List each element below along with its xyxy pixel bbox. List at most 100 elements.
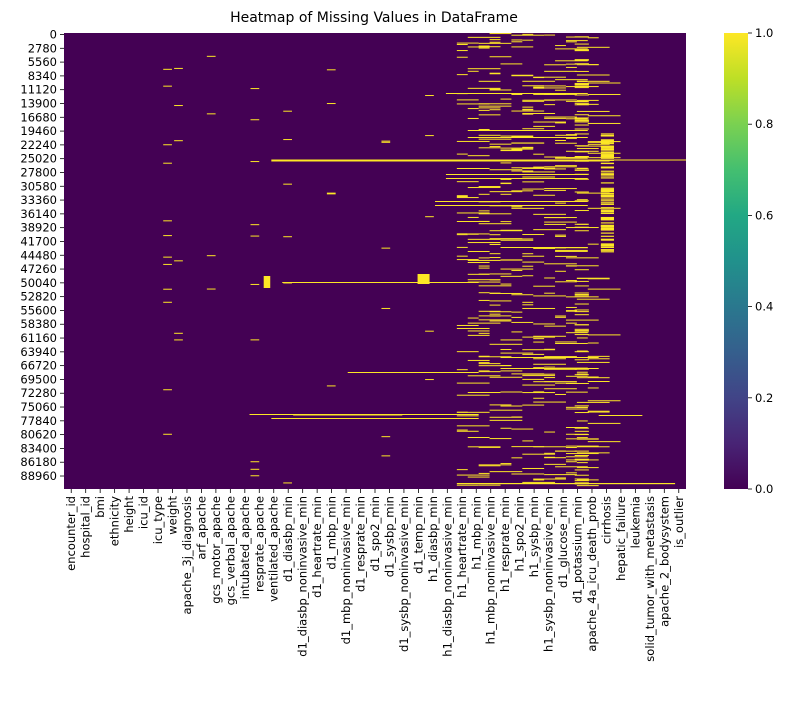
x-tick-label: bmi xyxy=(93,496,107,518)
missing-cell xyxy=(587,334,621,336)
missing-cell xyxy=(576,452,610,454)
missing-cell xyxy=(381,436,391,438)
missing-cell xyxy=(489,88,501,90)
missing-cell xyxy=(500,349,512,351)
missing-cell xyxy=(456,212,490,214)
missing-cell xyxy=(478,319,512,321)
missing-cell xyxy=(163,162,172,164)
missing-cell xyxy=(489,304,501,306)
missing-cell xyxy=(565,310,577,312)
missing-cell xyxy=(574,50,589,52)
missing-cell xyxy=(574,474,589,476)
missing-cell xyxy=(456,469,468,471)
missing-cell xyxy=(600,239,614,241)
missing-cell xyxy=(533,153,545,155)
x-tick-label: h1_sysbp_min xyxy=(527,496,541,577)
missing-cell xyxy=(576,192,610,194)
missing-cell xyxy=(574,226,589,228)
missing-cell xyxy=(600,155,614,158)
missing-cell xyxy=(174,140,183,142)
missing-cell xyxy=(163,85,172,87)
x-tick-label: d1_heartrate_min xyxy=(310,496,324,598)
missing-cell xyxy=(489,234,501,236)
missing-cell xyxy=(600,143,614,145)
missing-cell xyxy=(574,351,589,353)
missing-cell xyxy=(522,167,556,169)
missing-cell xyxy=(500,357,599,358)
missing-cell xyxy=(478,365,512,367)
y-tick-label: 0 xyxy=(50,28,57,42)
missing-cell xyxy=(555,157,588,159)
missing-cell xyxy=(163,301,172,303)
missing-cell xyxy=(478,292,490,294)
y-tick-label: 77840 xyxy=(20,414,57,428)
missing-cell xyxy=(544,388,577,390)
y-tick-label: 52820 xyxy=(20,290,57,304)
missing-cell xyxy=(533,194,556,196)
missing-cell xyxy=(555,342,588,344)
missing-cell xyxy=(511,321,534,323)
missing-cell xyxy=(456,167,490,169)
missing-cell xyxy=(544,263,577,265)
missing-cell xyxy=(565,137,577,139)
missing-cell xyxy=(381,307,391,309)
x-tick-label: apache_4a_icu_death_prob xyxy=(585,496,599,652)
missing-cell xyxy=(326,103,336,105)
missing-cell xyxy=(574,482,589,484)
missing-cell xyxy=(500,391,523,393)
missing-cell xyxy=(489,191,523,193)
missing-cell xyxy=(500,247,588,248)
missing-cell xyxy=(574,145,589,147)
missing-cell xyxy=(467,317,479,319)
missing-cell xyxy=(574,330,589,332)
missing-cell xyxy=(555,142,577,144)
missing-cell xyxy=(576,46,610,48)
y-tick-label: 33360 xyxy=(20,193,57,207)
missing-cell xyxy=(511,473,545,475)
heatmap-area xyxy=(64,33,686,489)
missing-cell xyxy=(555,79,588,81)
missing-cell xyxy=(467,187,501,189)
missing-cell xyxy=(565,319,599,321)
missing-cell xyxy=(478,147,501,149)
missing-cell xyxy=(478,138,512,140)
missing-cell xyxy=(600,142,614,144)
missing-cell xyxy=(456,369,468,371)
missing-cell xyxy=(576,167,588,169)
missing-cell xyxy=(489,73,501,75)
missing-cell xyxy=(522,392,556,394)
missing-cell xyxy=(456,233,468,235)
missing-cell xyxy=(456,429,468,431)
missing-cell xyxy=(555,270,566,272)
missing-cell xyxy=(500,229,523,231)
missing-cell xyxy=(467,359,490,361)
missing-cell xyxy=(576,337,588,339)
missing-cell xyxy=(522,253,534,255)
x-tick-label: apache_3j_diagnosis xyxy=(180,496,194,614)
missing-cell xyxy=(574,59,589,61)
missing-cell xyxy=(522,171,556,173)
heatmap-background xyxy=(64,33,686,489)
missing-cell xyxy=(425,135,434,137)
missing-cell xyxy=(271,159,686,161)
missing-cell xyxy=(574,70,589,72)
missing-cell xyxy=(574,104,589,106)
missing-cell xyxy=(555,255,577,257)
missing-cell xyxy=(163,433,172,435)
missing-cell xyxy=(600,150,614,152)
missing-cell xyxy=(293,414,403,416)
missing-cell xyxy=(533,87,566,89)
missing-cell xyxy=(467,68,501,70)
missing-cell xyxy=(544,34,556,36)
missing-cell xyxy=(544,166,577,168)
missing-cell xyxy=(478,45,490,47)
missing-cell xyxy=(576,110,610,112)
missing-cell xyxy=(600,140,614,142)
missing-cell xyxy=(522,80,556,82)
missing-cell xyxy=(544,70,577,72)
x-tick-label: gcs_motor_apache xyxy=(209,496,223,604)
missing-cell xyxy=(574,368,589,370)
missing-cell xyxy=(544,456,556,458)
missing-cell xyxy=(574,382,589,384)
missing-cell xyxy=(250,161,260,163)
